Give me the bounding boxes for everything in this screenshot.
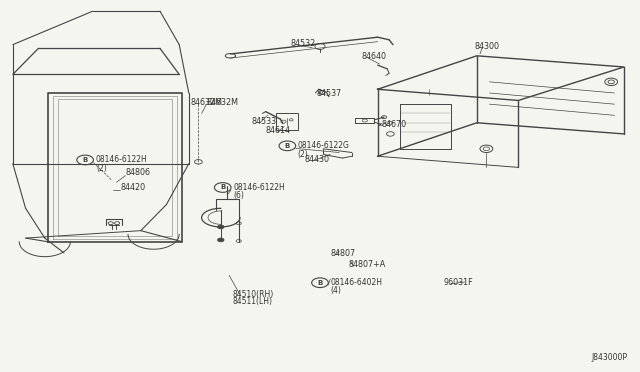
- Text: (6): (6): [234, 191, 244, 200]
- Text: 08146-6122G: 08146-6122G: [298, 141, 349, 150]
- Text: 96031F: 96031F: [444, 278, 473, 287]
- Circle shape: [218, 238, 224, 242]
- Text: (2): (2): [96, 164, 107, 173]
- Text: 84632M: 84632M: [206, 98, 238, 107]
- Text: 84632M: 84632M: [190, 98, 222, 107]
- Text: 84430: 84430: [305, 155, 330, 164]
- Text: 84511(LH): 84511(LH): [232, 297, 273, 306]
- Text: J843000P: J843000P: [591, 353, 627, 362]
- Text: 84533: 84533: [252, 117, 276, 126]
- Text: 84537: 84537: [316, 89, 341, 98]
- Text: B: B: [220, 185, 225, 190]
- Text: 84510(RH): 84510(RH): [232, 290, 273, 299]
- Text: 08146-6122H: 08146-6122H: [234, 183, 285, 192]
- Text: 84532: 84532: [291, 39, 316, 48]
- Text: 84807: 84807: [331, 249, 356, 258]
- Text: 84806: 84806: [125, 169, 150, 177]
- Text: 84640: 84640: [362, 52, 387, 61]
- Text: B: B: [317, 280, 323, 286]
- Text: 84614: 84614: [266, 126, 291, 135]
- Text: 84670: 84670: [381, 120, 406, 129]
- Text: 08146-6122H: 08146-6122H: [96, 155, 148, 164]
- Text: (4): (4): [330, 286, 341, 295]
- Text: 84420: 84420: [120, 183, 145, 192]
- Circle shape: [218, 225, 224, 229]
- Text: 84300: 84300: [475, 42, 500, 51]
- Text: 84807+A: 84807+A: [349, 260, 386, 269]
- FancyBboxPatch shape: [276, 113, 298, 130]
- Text: 08146-6402H: 08146-6402H: [330, 278, 382, 287]
- Text: B: B: [83, 157, 88, 163]
- Text: (2): (2): [298, 150, 308, 158]
- Text: B: B: [285, 143, 290, 149]
